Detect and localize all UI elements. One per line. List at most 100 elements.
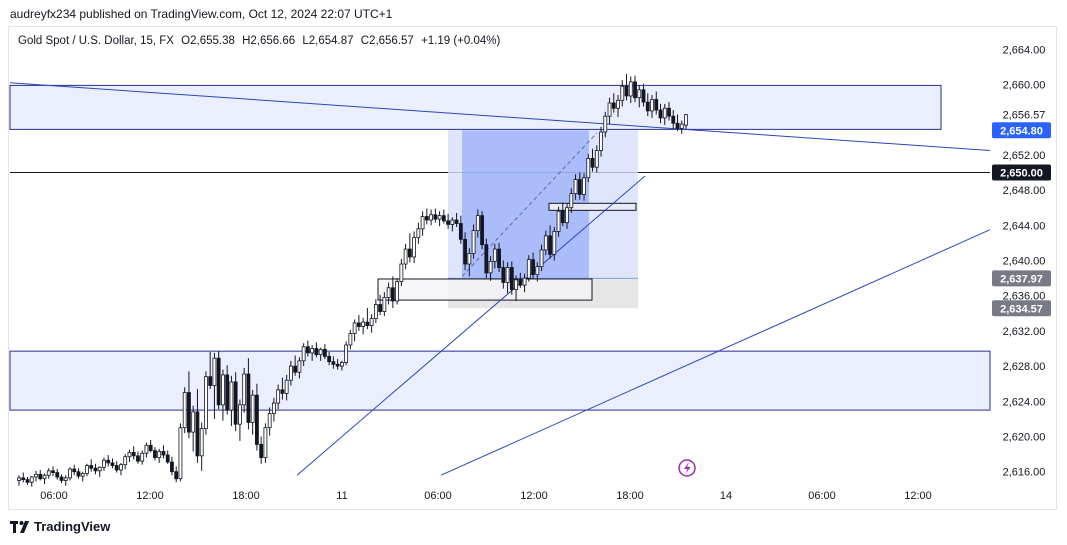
price-tick-label: 2,664.00 <box>1003 44 1046 56</box>
candle-body <box>293 365 298 373</box>
candle-body <box>616 99 620 109</box>
trendline <box>440 229 991 476</box>
candle-body <box>63 477 68 481</box>
candle-body <box>250 394 255 423</box>
candle-body <box>429 214 433 221</box>
candle-body <box>318 348 323 356</box>
candle-body <box>356 322 361 327</box>
lightning-icon-ring <box>678 459 696 477</box>
candle-body <box>208 376 213 386</box>
candle-body <box>348 333 353 346</box>
time-tick-label: 06:00 <box>424 490 452 502</box>
candle-body <box>301 346 306 362</box>
price-tick-label: 2,616.00 <box>1003 467 1046 479</box>
candle-body <box>667 107 671 117</box>
candle-body <box>85 465 89 474</box>
candle-body <box>267 413 272 429</box>
supply-demand-zone <box>9 350 991 411</box>
candle-body <box>552 231 557 255</box>
price-tick-label: 2,632.00 <box>1003 326 1046 338</box>
candle-body <box>450 219 455 225</box>
candle-body <box>582 177 586 195</box>
price-badge-label: 2,650.00 <box>1000 168 1043 180</box>
candle-body <box>38 473 43 480</box>
candle-body <box>365 321 370 327</box>
candle-body <box>233 381 238 425</box>
tradingview-logo-icon <box>10 520 29 533</box>
candle-body <box>280 389 285 394</box>
candle-body <box>497 248 501 268</box>
price-tick-label: 2,648.00 <box>1003 185 1046 197</box>
price-badge-bg <box>992 300 1051 317</box>
candle-body <box>136 455 140 462</box>
candle-body <box>679 123 684 129</box>
tradingview-logo[interactable]: TradingView <box>10 519 110 534</box>
candle-body <box>522 277 527 286</box>
candle-body <box>407 248 412 258</box>
candle-body <box>187 392 191 433</box>
ohlc-open: O2,655.38 <box>181 35 235 47</box>
time-tick-label: 18:00 <box>232 490 260 502</box>
price-badges: 2,654.80 2,650.00 2,637.97 2,634.57 <box>992 122 1051 317</box>
candle-body <box>102 459 106 468</box>
candle-body <box>229 381 234 411</box>
trendline <box>9 82 991 151</box>
candle-body <box>191 411 196 433</box>
candle-body <box>170 461 174 473</box>
candle-body <box>369 318 374 327</box>
candle-body <box>514 279 518 290</box>
candle-body <box>276 389 281 404</box>
candle-body <box>446 220 450 225</box>
candle-body <box>641 89 646 103</box>
price-tick-label: 2,656.57 <box>1003 110 1046 122</box>
candle-body <box>501 267 506 283</box>
candle-body <box>420 216 425 230</box>
candle-body <box>165 454 170 463</box>
candle-body <box>565 207 569 224</box>
candle-body <box>441 215 446 222</box>
candle-body <box>310 348 315 354</box>
candle-body <box>59 476 64 481</box>
candle-body <box>539 249 544 268</box>
candle-body <box>42 474 47 480</box>
candle-body <box>29 476 34 483</box>
candle-body <box>624 85 629 97</box>
price-badge-label: 2,634.57 <box>1000 303 1043 315</box>
candle-body <box>373 304 378 319</box>
candle-body <box>263 427 268 459</box>
candle-body <box>89 465 94 469</box>
candle-body <box>386 287 391 298</box>
candle-body <box>339 362 344 367</box>
symbol-name[interactable]: Gold Spot / U.S. Dollar, 15, FX <box>18 35 174 47</box>
candle-body <box>518 279 523 286</box>
price-badge-label: 2,637.97 <box>1000 273 1043 285</box>
candle-body <box>123 456 128 466</box>
time-tick-label: 12:00 <box>904 490 932 502</box>
candle-body <box>148 444 153 451</box>
candle-body <box>182 392 187 429</box>
candle-body <box>463 238 467 265</box>
time-tick-label: 12:00 <box>520 490 548 502</box>
candle-body <box>157 451 162 459</box>
candle-body <box>607 102 612 117</box>
candle-body <box>684 114 688 126</box>
candle-body <box>46 470 51 476</box>
candle-body <box>560 210 565 224</box>
candle-body <box>569 193 574 209</box>
candle-body <box>153 450 157 459</box>
brand-name: TradingView <box>34 519 111 534</box>
tv-lightning-icon[interactable] <box>678 459 696 477</box>
price-axis[interactable]: 2,664.00 2,660.00 2,656.57 2,652.00 2,648.00… <box>1003 44 1046 478</box>
candle-body <box>603 115 608 133</box>
candle-body <box>212 357 217 386</box>
candle-body <box>284 379 289 394</box>
candle-body <box>480 215 484 246</box>
candle-body <box>204 376 208 429</box>
candle-body <box>106 459 111 464</box>
time-axis[interactable]: 06:00 12:00 18:00 11 06:00 12:00 18:00 14 06:00 1… <box>40 490 932 502</box>
candle-body <box>650 99 654 112</box>
candle-body <box>590 158 595 168</box>
price-badge-bg <box>992 270 1051 287</box>
ohlc-low: L2,654.87 <box>302 35 354 47</box>
